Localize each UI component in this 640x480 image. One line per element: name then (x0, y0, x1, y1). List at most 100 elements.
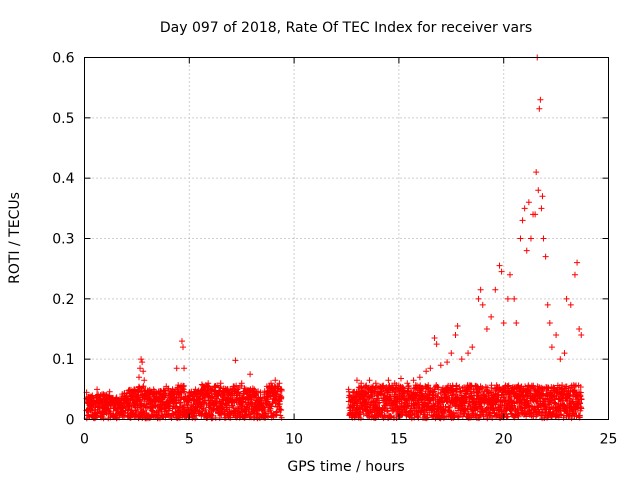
bulk-point (244, 404, 251, 411)
bulk-point (435, 390, 442, 397)
data-point (477, 286, 484, 293)
bulk-point (268, 403, 275, 410)
data-point (112, 395, 119, 402)
data-point (232, 357, 239, 364)
data-point (251, 386, 258, 393)
data-point (517, 235, 524, 242)
bulk-point (431, 386, 438, 393)
data-point (181, 365, 188, 372)
bulk-point (571, 383, 578, 390)
bulk-point (249, 400, 256, 407)
bulk-point (383, 408, 390, 415)
data-point (578, 332, 585, 339)
data-points-layer (83, 54, 585, 402)
data-point (469, 344, 476, 351)
data-point (506, 271, 513, 278)
bulk-point (180, 388, 187, 395)
y-tick-label: 0.4 (52, 171, 74, 187)
bulk-point (384, 407, 391, 414)
bulk-point (480, 413, 487, 420)
data-point (272, 377, 279, 384)
bulk-point (502, 397, 509, 404)
bulk-point (477, 412, 484, 419)
data-point (177, 383, 184, 390)
data-point (119, 391, 126, 398)
data-point (553, 332, 560, 339)
data-point (567, 301, 574, 308)
y-axis-label: ROTI / TECUs (7, 192, 23, 284)
data-point (525, 199, 532, 206)
bulk-point (576, 412, 583, 419)
data-point (349, 389, 356, 396)
data-point (135, 374, 142, 381)
data-point (358, 380, 365, 387)
data-point (548, 344, 555, 351)
data-point (433, 341, 440, 348)
data-point (465, 350, 472, 357)
data-point (535, 187, 542, 194)
bulk-point (530, 382, 537, 389)
data-point (257, 389, 264, 396)
data-point (186, 389, 193, 396)
data-point (198, 381, 205, 388)
bulk-point (484, 387, 491, 394)
data-point (576, 326, 583, 332)
data-point (504, 295, 511, 302)
data-point (540, 235, 547, 242)
bulk-point (454, 413, 461, 420)
bulk-point (278, 394, 285, 401)
bulk-point (113, 415, 120, 422)
bulk-point (423, 415, 430, 422)
bulk-point (202, 406, 209, 413)
bulk-point (265, 413, 272, 420)
data-point (230, 383, 237, 390)
data-point (513, 319, 520, 326)
bulk-point (413, 392, 420, 399)
bulk-point (495, 394, 502, 401)
y-tick-labels: 0 0.1 0.2 0.3 0.4 0.5 0.6 (52, 51, 74, 429)
y-tick-label: 0.3 (52, 232, 74, 248)
data-point (268, 380, 275, 387)
bulk-point (475, 389, 482, 396)
data-point (563, 295, 570, 302)
data-point (571, 271, 578, 278)
bulk-point (209, 412, 216, 419)
data-point (366, 377, 373, 384)
bulk-point (449, 392, 456, 399)
data-point (150, 386, 157, 393)
bulk-point (577, 400, 584, 407)
data-point (437, 362, 444, 369)
bulk-point (395, 406, 402, 413)
data-point (247, 371, 254, 378)
data-point (488, 313, 495, 320)
data-point (444, 359, 451, 366)
bulk-point (405, 382, 412, 389)
data-point (169, 386, 176, 393)
data-point (192, 386, 199, 393)
bulk-point (482, 383, 489, 390)
data-point (263, 383, 270, 390)
bulk-point (541, 409, 548, 416)
data-point (475, 295, 482, 302)
bulk-point (551, 399, 558, 406)
data-point (278, 386, 285, 393)
data-point (537, 96, 544, 103)
data-point (416, 374, 423, 381)
data-point (496, 262, 503, 269)
bulk-point (140, 383, 147, 390)
bulk-point (541, 402, 548, 409)
bulk-point (414, 413, 421, 420)
data-point (397, 375, 404, 382)
bulk-point (536, 384, 543, 391)
bulk-point (357, 415, 364, 422)
y-tick-label: 0.2 (52, 292, 74, 308)
x-tick-label: 5 (185, 432, 194, 448)
data-point (500, 319, 507, 326)
data-point (94, 386, 101, 393)
x-axis-label: GPS time / hours (287, 459, 404, 475)
bulk-point (150, 408, 157, 415)
data-point (385, 377, 392, 384)
bulk-point (221, 392, 228, 399)
data-point (492, 286, 499, 293)
